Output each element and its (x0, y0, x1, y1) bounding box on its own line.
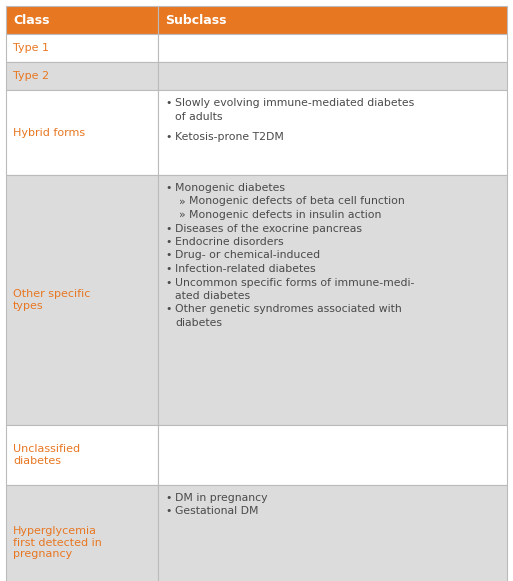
Text: Gestational DM: Gestational DM (175, 507, 259, 517)
Text: Diseases of the exocrine pancreas: Diseases of the exocrine pancreas (175, 224, 362, 234)
Text: •: • (165, 493, 171, 503)
Bar (158, 90, 507, 175)
Text: •: • (165, 250, 171, 260)
Text: Monogenic diabetes: Monogenic diabetes (175, 183, 285, 193)
Bar (6, 34, 158, 62)
Bar (6, 175, 158, 425)
Text: Hyperglycemia
first detected in
pregnancy: Hyperglycemia first detected in pregnanc… (13, 526, 102, 559)
Bar (158, 62, 507, 90)
Bar (158, 485, 507, 581)
Text: Type 2: Type 2 (13, 71, 49, 81)
Text: Endocrine disorders: Endocrine disorders (175, 237, 284, 247)
Text: Other specific
types: Other specific types (13, 289, 90, 311)
Text: Uncommon specific forms of immune-medi-: Uncommon specific forms of immune-medi- (175, 278, 415, 288)
Text: Slowly evolving immune-mediated diabetes: Slowly evolving immune-mediated diabetes (175, 98, 415, 108)
Text: •: • (165, 132, 171, 142)
Text: •: • (165, 278, 171, 288)
Text: Hybrid forms: Hybrid forms (13, 127, 85, 138)
Bar (158, 175, 507, 425)
Text: diabetes: diabetes (175, 318, 222, 328)
Text: Unclassified
diabetes: Unclassified diabetes (13, 444, 80, 466)
Text: Monogenic defects of beta cell function: Monogenic defects of beta cell function (189, 196, 405, 206)
Text: Other genetic syndromes associated with: Other genetic syndromes associated with (175, 304, 402, 314)
Text: •: • (165, 183, 171, 193)
Text: Subclass: Subclass (165, 13, 227, 27)
Bar (158, 6, 507, 34)
Text: Type 1: Type 1 (13, 43, 49, 53)
Bar (158, 34, 507, 62)
Text: •: • (165, 507, 171, 517)
Bar (6, 62, 158, 90)
Text: Drug- or chemical-induced: Drug- or chemical-induced (175, 250, 320, 260)
Text: •: • (165, 304, 171, 314)
Text: of adults: of adults (175, 112, 223, 121)
Text: Ketosis-prone T2DM: Ketosis-prone T2DM (175, 132, 284, 142)
Bar (158, 425, 507, 485)
Bar (6, 90, 158, 175)
Text: •: • (165, 98, 171, 108)
Text: Infection-related diabetes: Infection-related diabetes (175, 264, 315, 274)
Text: •: • (165, 237, 171, 247)
Bar (6, 485, 158, 581)
Text: ated diabetes: ated diabetes (175, 291, 250, 301)
Bar (6, 425, 158, 485)
Text: Monogenic defects in insulin action: Monogenic defects in insulin action (189, 210, 381, 220)
Text: •: • (165, 264, 171, 274)
Text: »: » (179, 196, 186, 206)
Text: DM in pregnancy: DM in pregnancy (175, 493, 267, 503)
Text: •: • (165, 224, 171, 234)
Bar (6, 6, 158, 34)
Text: Class: Class (13, 13, 49, 27)
Text: »: » (179, 210, 186, 220)
